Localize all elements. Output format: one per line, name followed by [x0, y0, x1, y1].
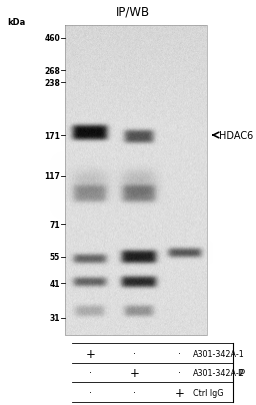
Text: +: +: [86, 347, 96, 360]
Text: 171: 171: [44, 131, 60, 140]
Text: ·: ·: [89, 387, 92, 397]
Text: 55: 55: [50, 253, 60, 262]
Text: ·: ·: [178, 368, 181, 377]
Text: A301-342A-1: A301-342A-1: [193, 349, 245, 358]
Text: A301-342A-2: A301-342A-2: [193, 368, 245, 377]
Text: 460: 460: [44, 34, 60, 43]
Text: 31: 31: [50, 313, 60, 322]
Text: Ctrl IgG: Ctrl IgG: [193, 388, 224, 396]
Text: ·: ·: [178, 348, 181, 358]
Text: ·: ·: [133, 387, 136, 397]
Text: IP/WB: IP/WB: [116, 6, 150, 19]
Text: HDAC6: HDAC6: [219, 131, 253, 141]
Text: ·: ·: [89, 368, 92, 377]
Text: 41: 41: [50, 279, 60, 288]
Text: +: +: [130, 366, 139, 379]
Text: 117: 117: [44, 172, 60, 181]
Text: +: +: [174, 386, 184, 399]
Text: kDa: kDa: [8, 18, 26, 27]
Text: 238: 238: [44, 79, 60, 87]
Text: 71: 71: [49, 220, 60, 229]
Text: IP: IP: [237, 368, 245, 377]
Text: 268: 268: [44, 66, 60, 75]
Text: ·: ·: [133, 348, 136, 358]
